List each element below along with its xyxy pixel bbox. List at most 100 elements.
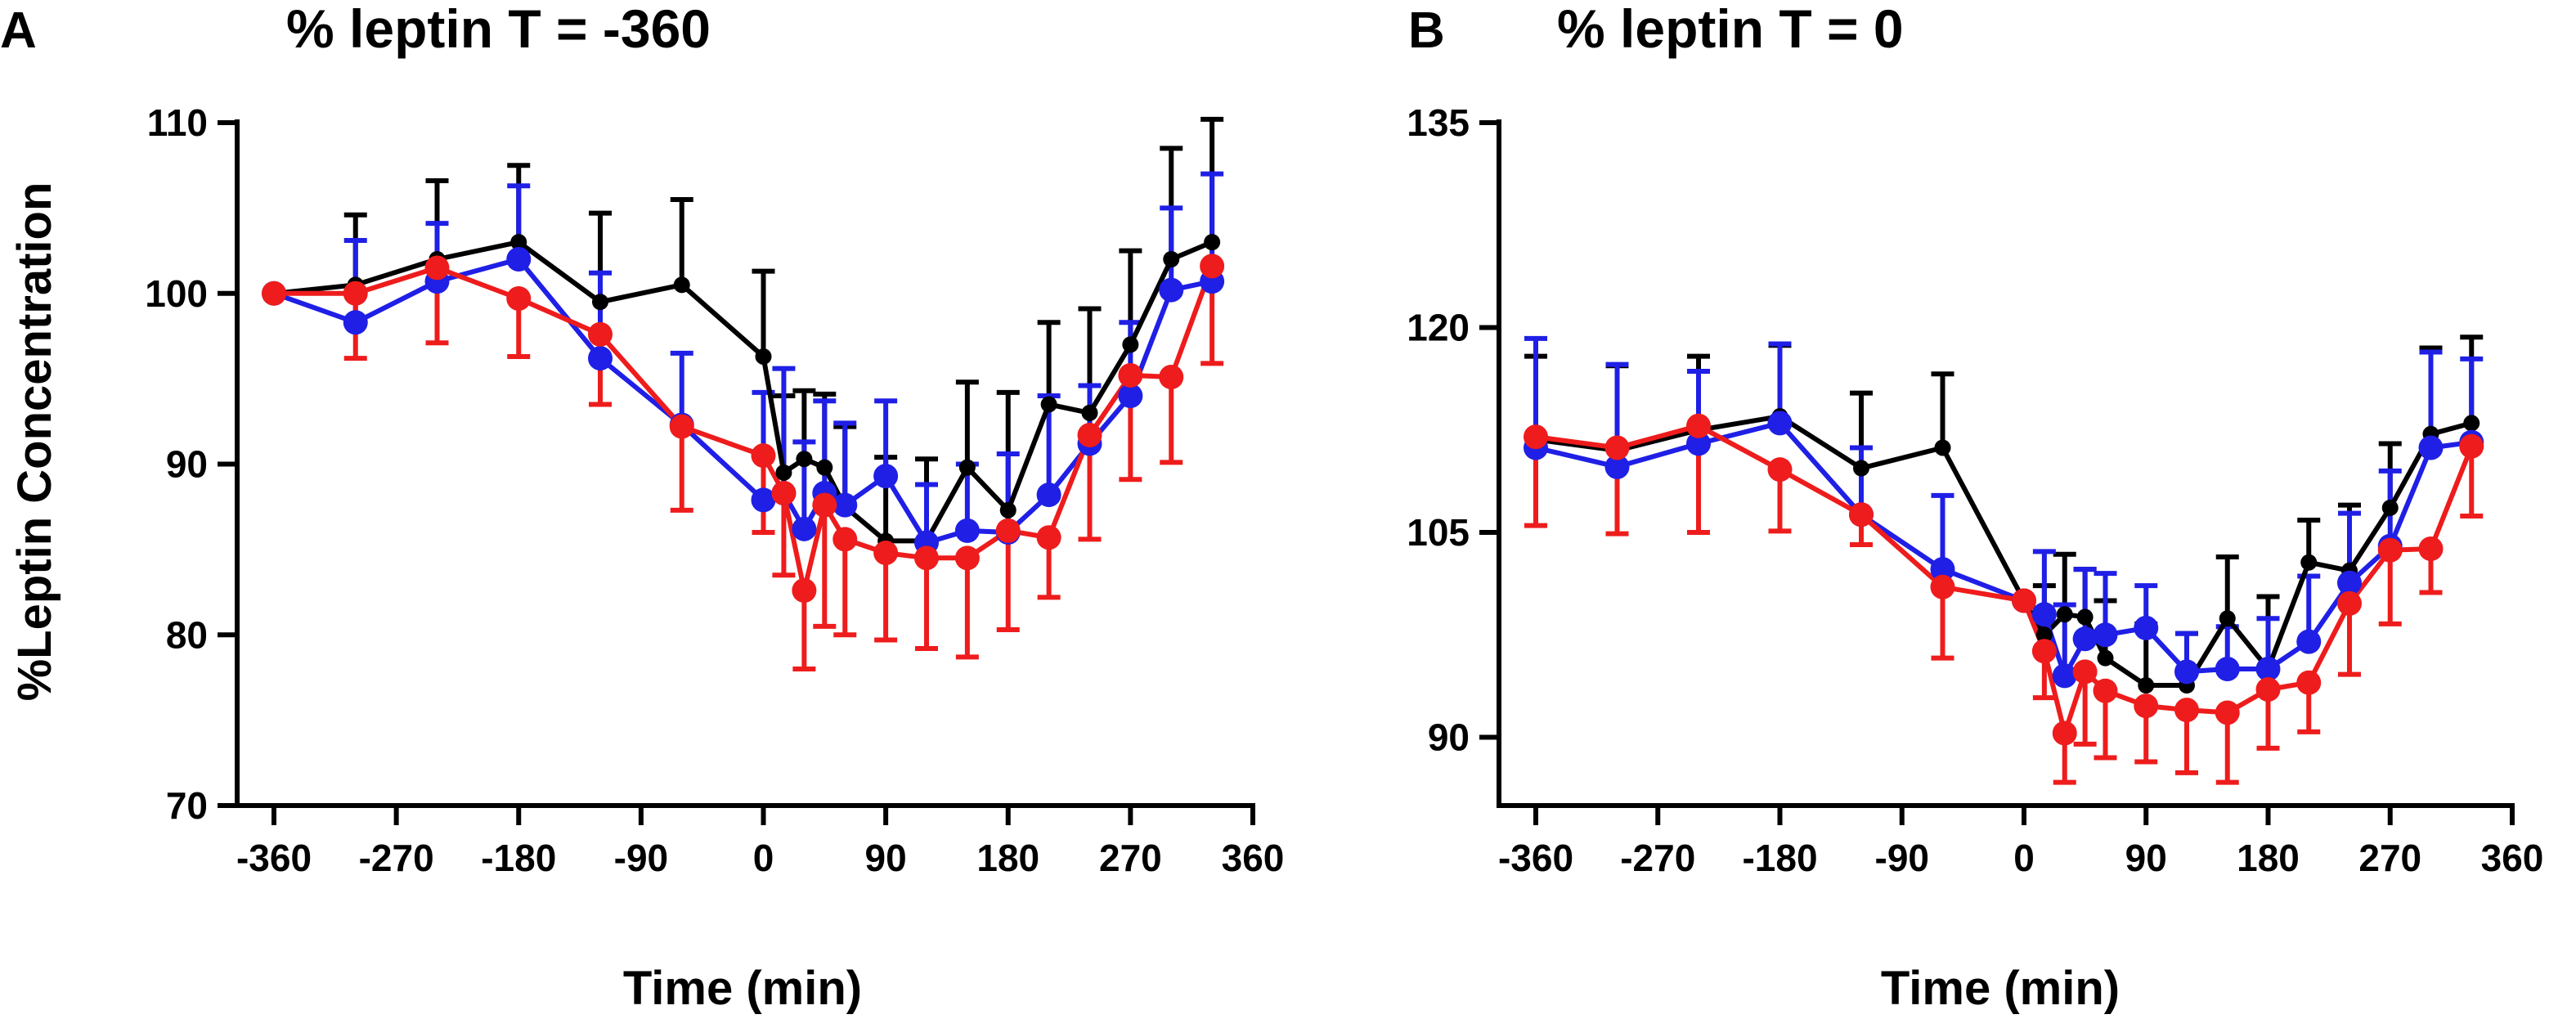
panel-a-red-point-11 [873, 541, 899, 566]
panel-b-y-tick-label-0: 90 [1428, 716, 1470, 759]
panel-a-blue-point-10 [832, 492, 858, 518]
panel-a-blue-point-11 [873, 464, 899, 489]
panel-b-red-point-0 [1524, 424, 1548, 450]
panel-b-blue-point-15 [2296, 629, 2322, 654]
panel-a-black-point-13 [958, 459, 976, 476]
panel-b-red-point-5 [1930, 574, 1955, 599]
panel-a-red-point-19 [1200, 254, 1225, 279]
panel-a-red-point-3 [506, 286, 532, 312]
panel-b-y-tick-label-3: 135 [1407, 101, 1470, 144]
panel-a-blue-point-3 [506, 247, 532, 272]
panel-b-red-point-14 [2255, 677, 2281, 703]
panel-b-red-point-7 [2031, 639, 2057, 664]
panel-a-black-point-16 [1081, 404, 1098, 421]
panel-b-red-point-4 [1849, 502, 1874, 527]
panel-a-blue-point-8 [792, 516, 817, 541]
panel-b-blue-point-11 [2134, 615, 2159, 640]
panel-a-blue-point-15 [1036, 483, 1061, 508]
panel-b-x-tick-label-8: 360 [2481, 837, 2544, 879]
panel-b-black-point-15 [2300, 554, 2318, 571]
panel-b-x-tick-label-2: -180 [1742, 837, 1817, 879]
panel-b-red-point-3 [1767, 457, 1793, 483]
panel-a-x-tick-label-6: 180 [976, 837, 1039, 879]
panel-a-red-point-7 [771, 480, 797, 505]
panel-a-red-point-0 [262, 281, 286, 306]
panel-b-letter: B [1408, 2, 1445, 59]
panel-b-black-point-7 [2035, 626, 2053, 644]
panel-b-blue-point-12 [2174, 659, 2199, 685]
panel-a-y-tick-label-2: 90 [166, 443, 208, 486]
panel-b-blue-point-1 [1604, 454, 1630, 479]
panel-a-x-axis-label: Time (min) [623, 962, 862, 1015]
panel-a-black-point-9 [816, 459, 833, 476]
panel-b-x-tick-label-0: -360 [1498, 837, 1573, 879]
panel-a-x-tick-label-8: 360 [1222, 837, 1285, 879]
panel-b-x-tick-label-1: -270 [1620, 837, 1695, 879]
panel-a-y-tick-label-1: 80 [166, 613, 208, 656]
panel-b-black-point-17 [2381, 499, 2399, 516]
panel-b-red-point-10 [2093, 678, 2118, 703]
panel-a-black-point-17 [1122, 336, 1139, 353]
panel-b-red-point-19 [2459, 433, 2484, 459]
panel-b-x-tick-label-6: 180 [2237, 837, 2300, 879]
panel-a-blue-point-6 [751, 487, 776, 513]
panel-a: A % leptin T = -360 %Leptin Concentratio… [0, 0, 1284, 1015]
panel-b-black-point-8 [2056, 606, 2073, 623]
panel-b-red-point-2 [1686, 413, 1711, 438]
panel-b-x-tick-label-7: 270 [2358, 837, 2421, 879]
panel-b-red-point-1 [1604, 435, 1630, 460]
panel-b-black-point-19 [2463, 415, 2480, 432]
panel-b-red-point-18 [2418, 536, 2444, 562]
panel-a-red-point-1 [343, 281, 368, 306]
panel-b-red-point-12 [2174, 698, 2199, 723]
panel-a-red-point-5 [669, 414, 694, 439]
panel-b: B % leptin T = 0 Time (min) 90 105 120 135 -… [1407, 0, 2543, 1015]
panel-a-red-point-8 [792, 577, 817, 603]
panel-a-y-tick-label-3: 100 [145, 272, 208, 315]
panel-b-red-point-16 [2337, 590, 2362, 616]
panel-b-black-point-13 [2219, 610, 2236, 627]
panel-a-x-tick-label-7: 270 [1099, 837, 1162, 879]
panel-a-blue-point-4 [588, 346, 613, 371]
panel-b-black-line [1535, 414, 2473, 688]
panel-a-red-point-6 [751, 443, 776, 469]
panel-a-black-point-6 [755, 348, 772, 365]
panel-b-blue-point-8 [2052, 663, 2077, 689]
panel-a-blue-point-17 [1118, 384, 1143, 408]
panel-b-red-line [1535, 423, 2475, 736]
panel-b-blue-point-2 [1686, 431, 1711, 456]
panel-a-red-point-16 [1077, 423, 1102, 448]
panel-a-blue-point-13 [954, 518, 980, 543]
panel-b-blue-point-13 [2215, 657, 2240, 681]
panel-a-red-line [274, 265, 1214, 593]
panel-a-y-tick-label-4: 110 [147, 101, 208, 144]
panel-b-black-point-11 [2138, 677, 2155, 694]
panel-a-black-point-15 [1040, 396, 1057, 413]
panel-b-x-tick-label-5: 90 [2125, 837, 2167, 879]
panel-a-x-tick-label-0: -360 [236, 837, 312, 879]
panel-a-plot-area: 70 80 90 100 110 -360 -270 -180 -90 0 90 180 270 360 [145, 101, 1284, 879]
panel-a-red-point-2 [424, 255, 450, 281]
panel-a-x-tick-label-4: 0 [753, 837, 774, 879]
panel-b-black-point-10 [2097, 649, 2114, 667]
panel-a-x-tick-label-5: 90 [865, 837, 907, 879]
panel-b-red-point-13 [2215, 700, 2240, 725]
panel-a-red-point-9 [812, 492, 837, 518]
panel-a-red-point-18 [1159, 365, 1184, 390]
panel-b-blue-point-10 [2093, 622, 2118, 648]
panel-a-red-point-10 [832, 527, 858, 552]
panel-a-blue-point-18 [1159, 277, 1184, 303]
panel-a-black-point-3 [510, 234, 527, 251]
panel-b-x-tick-label-3: -90 [1875, 837, 1929, 879]
panel-b-title: % leptin T = 0 [1557, 0, 1904, 59]
panel-a-black-point-5 [673, 276, 690, 294]
panel-a-blue-line [272, 257, 1213, 545]
panel-a-blue-point-1 [343, 310, 368, 335]
panel-b-black-point-4 [1853, 460, 1869, 477]
panel-a-red-point-14 [995, 518, 1021, 543]
panel-b-blue-point-14 [2255, 657, 2281, 681]
panel-a-red-point-12 [914, 545, 939, 571]
panel-a-black-point-4 [592, 294, 608, 311]
panel-a-red-point-4 [588, 321, 613, 347]
